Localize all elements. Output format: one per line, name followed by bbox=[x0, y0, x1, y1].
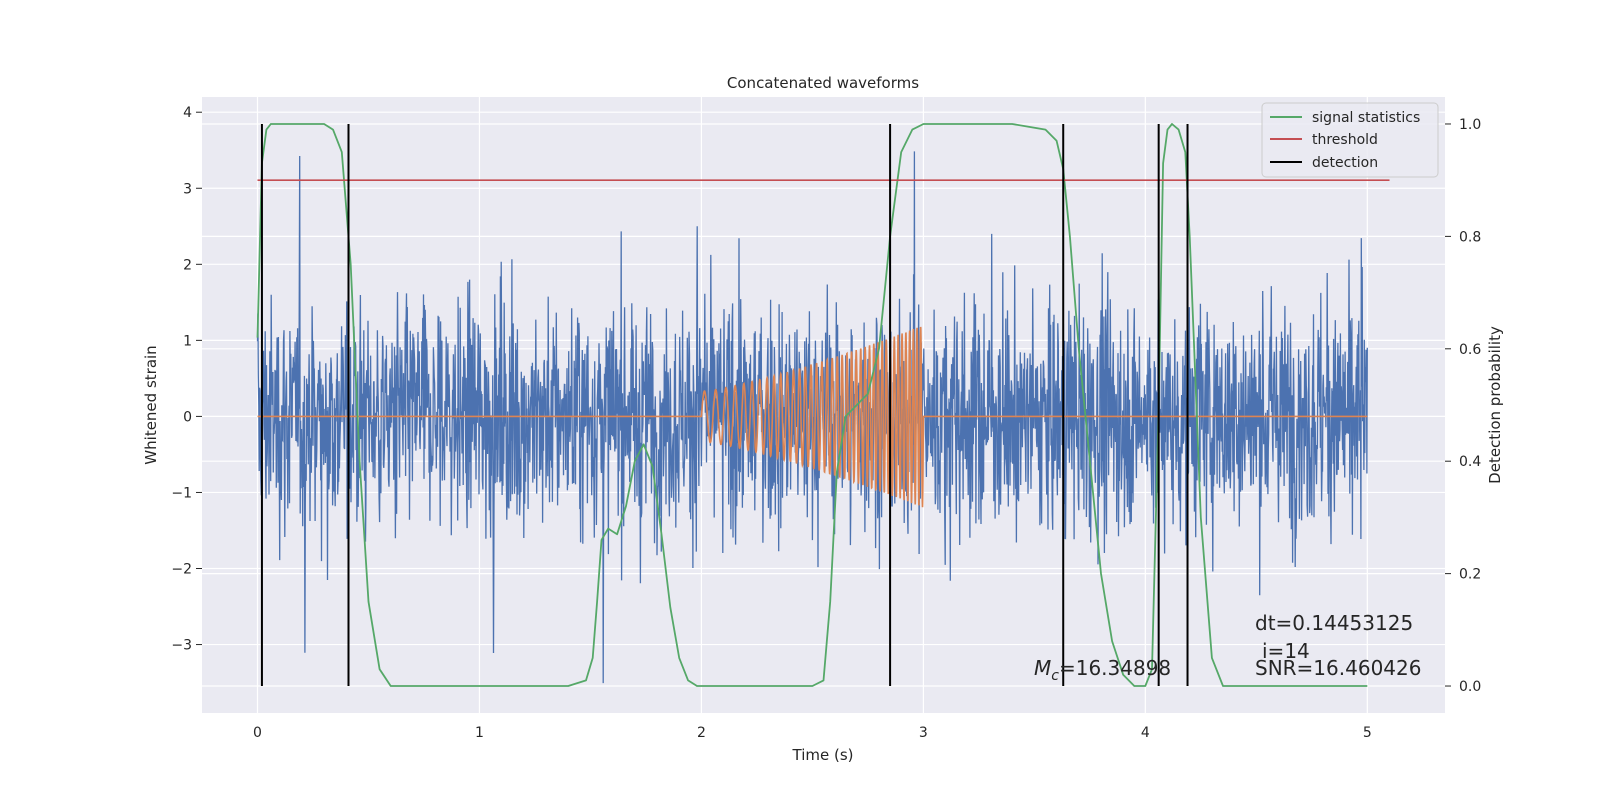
legend-box bbox=[1261, 102, 1439, 178]
y-tick-label: −1 bbox=[171, 485, 192, 501]
x-tick-label: 4 bbox=[1141, 725, 1150, 741]
y2-tick-label: 1.0 bbox=[1459, 117, 1481, 133]
y2-tick-label: 0.8 bbox=[1459, 229, 1481, 245]
y2-tick-label: 0.0 bbox=[1459, 679, 1481, 695]
annotation-mc-subscript: c bbox=[1051, 668, 1059, 684]
y-tick-label: 0 bbox=[183, 409, 192, 425]
y-tick-label: −3 bbox=[171, 638, 192, 654]
y-tick-label: 4 bbox=[183, 105, 192, 121]
chart-title: Concatenated waveforms bbox=[727, 74, 919, 92]
x-tick-label: 2 bbox=[697, 725, 706, 741]
legend: signal statistics threshold detection bbox=[1261, 102, 1439, 178]
series-injected-waveform-line bbox=[257, 326, 1368, 508]
legend-label-signal-statistics: signal statistics bbox=[1312, 110, 1420, 126]
x-axis-label: Time (s) bbox=[792, 746, 854, 764]
y-tick-label: 2 bbox=[183, 257, 192, 273]
annotation-mc-symbol: M bbox=[1034, 656, 1051, 680]
x-tick-label: 0 bbox=[253, 725, 262, 741]
series-layer bbox=[256, 123, 1390, 687]
annotation-mc-value: =16.34898 bbox=[1059, 656, 1171, 680]
annotation-mc: Mc=16.34898 bbox=[1034, 656, 1171, 684]
x-tick-label: 1 bbox=[475, 725, 484, 741]
legend-label-threshold: threshold bbox=[1312, 132, 1378, 148]
y-tick-label: 1 bbox=[183, 333, 192, 349]
annotation-dt: dt=0.14453125 bbox=[1255, 611, 1413, 635]
series-whitened-strain-line bbox=[256, 151, 1368, 684]
y-tick-label: 3 bbox=[183, 181, 192, 197]
y2-tick-label: 0.2 bbox=[1459, 567, 1481, 583]
legend-label-detection: detection bbox=[1312, 155, 1378, 171]
series-signal-statistics-line bbox=[256, 123, 1368, 687]
y2-tick-label: 0.6 bbox=[1459, 342, 1481, 358]
y-axis-label: Whitened strain bbox=[142, 345, 160, 464]
ticks-layer: 0 1 2 3 4 5 −3 −2 −1 0 1 2 3 4 0.0 0.2 0.4 0.6 0.8 1.0 bbox=[171, 105, 1481, 741]
annotations: Mc=16.34898 dt=0.14453125 i=14 SNR=16.46… bbox=[1034, 611, 1421, 684]
y-tick-label: −2 bbox=[171, 562, 192, 578]
annotation-i: i=14 bbox=[1262, 639, 1310, 663]
y2-tick-label: 0.4 bbox=[1459, 454, 1481, 470]
annotation-snr: SNR=16.460426 bbox=[1255, 656, 1421, 680]
x-tick-label: 5 bbox=[1363, 725, 1372, 741]
x-tick-label: 3 bbox=[919, 725, 928, 741]
y2-axis-label: Detection probability bbox=[1486, 326, 1504, 484]
